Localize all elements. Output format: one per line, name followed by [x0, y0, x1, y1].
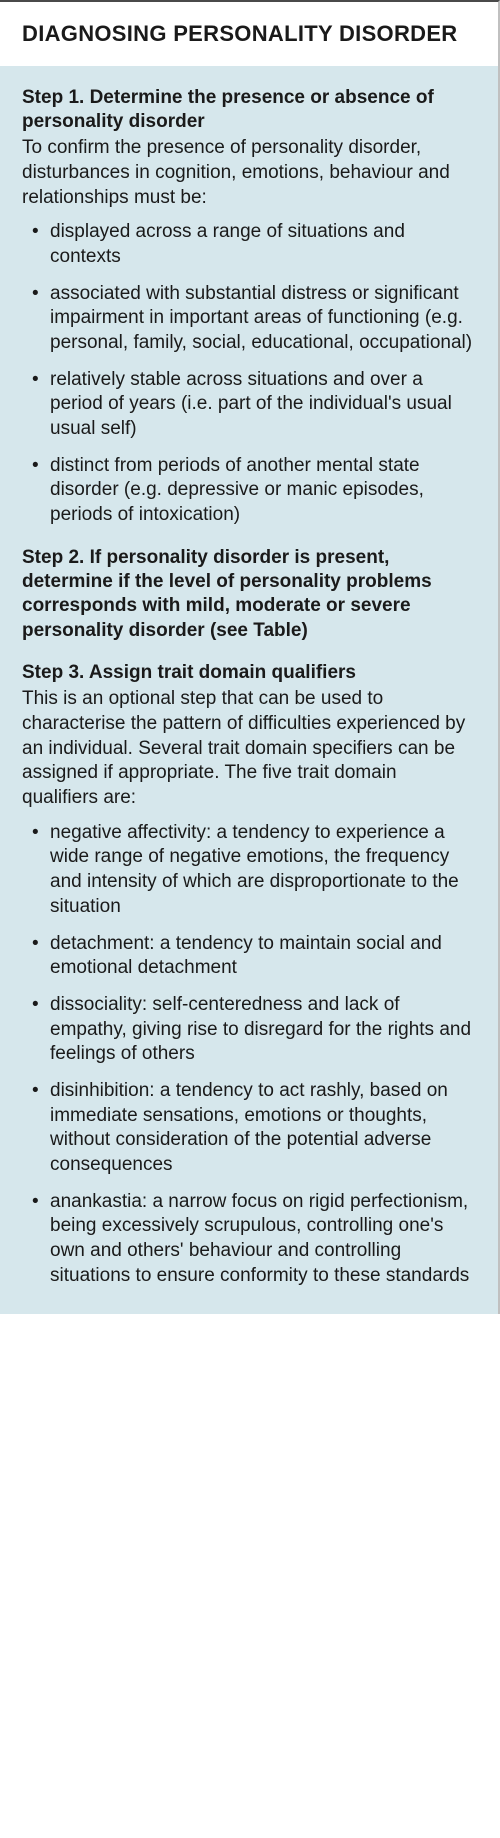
step-title: Step 3. Assign trait domain qualifiers — [22, 661, 476, 685]
bullet-list: displayed across a range of situations a… — [22, 220, 476, 528]
list-item: anankastia: a narrow focus on rigid perf… — [22, 1190, 476, 1289]
step-2: Step 2. If personality disorder is prese… — [22, 546, 476, 643]
list-item: associated with substantial distress or … — [22, 282, 476, 356]
step-3: Step 3. Assign trait domain qualifiers T… — [22, 661, 476, 1288]
bullet-list: negative affectivity: a tendency to expe… — [22, 821, 476, 1289]
list-item: distinct from periods of another mental … — [22, 454, 476, 528]
step-title: Step 1. Determine the presence or absenc… — [22, 86, 476, 135]
list-item: displayed across a range of situations a… — [22, 220, 476, 269]
info-box: DIAGNOSING PERSONALITY DISORDER Step 1. … — [0, 0, 500, 1314]
list-item: dissociality: self-centeredness and lack… — [22, 993, 476, 1067]
list-item: negative affectivity: a tendency to expe… — [22, 821, 476, 920]
header-region: DIAGNOSING PERSONALITY DISORDER — [0, 2, 498, 66]
list-item: relatively stable across situations and … — [22, 368, 476, 442]
step-title: Step 2. If personality disorder is prese… — [22, 546, 476, 643]
list-item: detachment: a tendency to maintain socia… — [22, 932, 476, 981]
list-item: disinhibition: a tendency to act rashly,… — [22, 1079, 476, 1178]
step-1: Step 1. Determine the presence or absenc… — [22, 86, 476, 528]
step-intro: To confirm the presence of personality d… — [22, 136, 476, 210]
body-region: Step 1. Determine the presence or absenc… — [0, 66, 498, 1315]
box-title: DIAGNOSING PERSONALITY DISORDER — [22, 20, 476, 48]
step-intro: This is an optional step that can be use… — [22, 687, 476, 810]
